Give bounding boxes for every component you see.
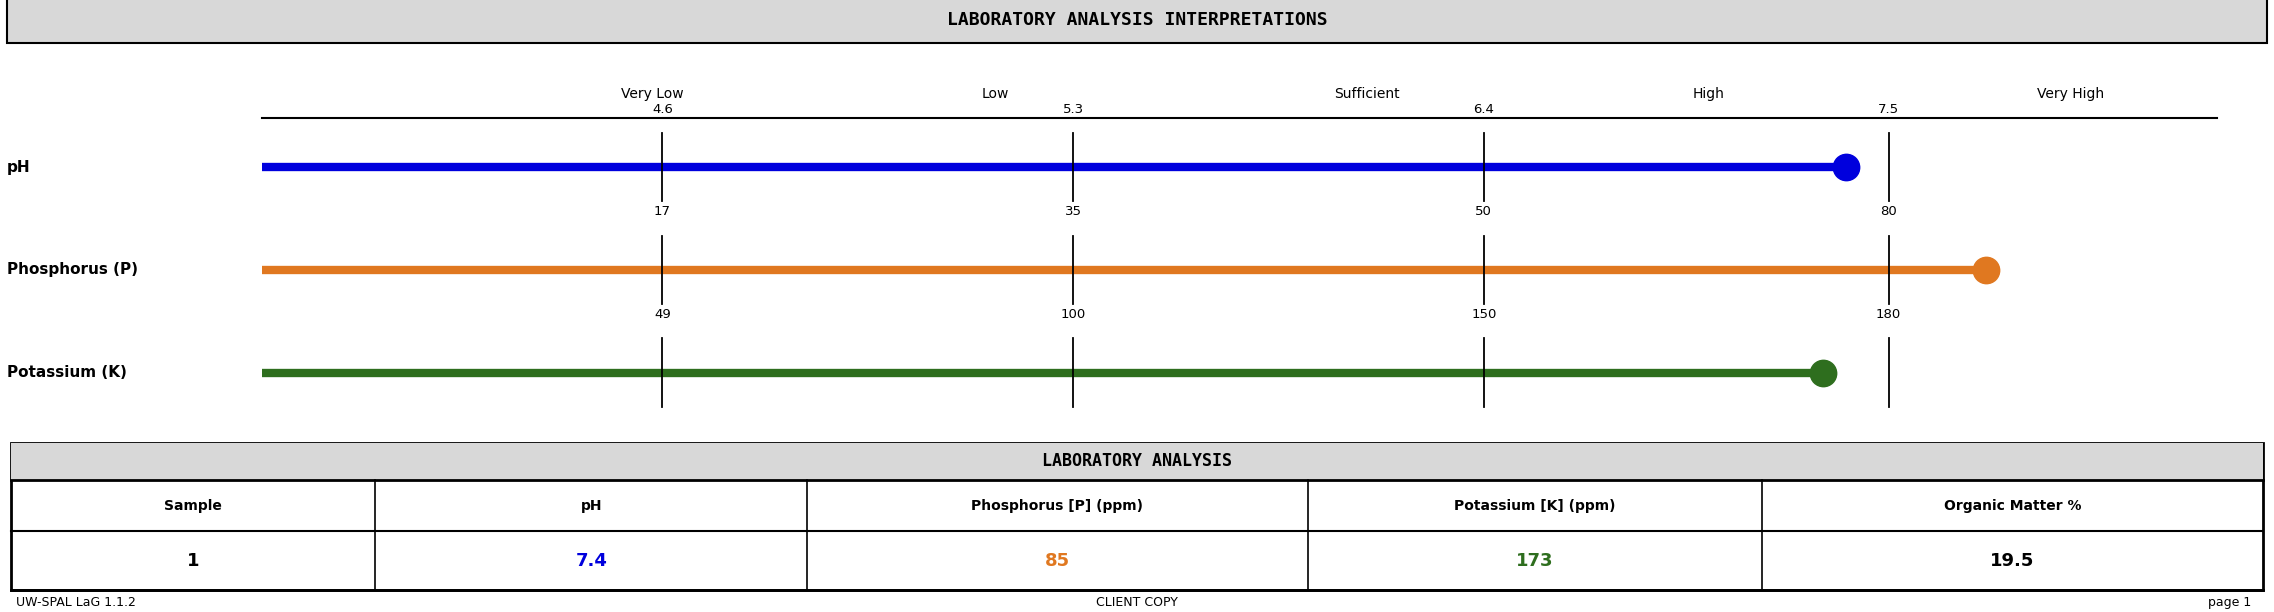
Text: Phosphorus (P): Phosphorus (P)	[7, 263, 139, 277]
Text: 4.6: 4.6	[653, 103, 673, 116]
Text: 6.4: 6.4	[1474, 103, 1494, 116]
Text: page 1: page 1	[2208, 596, 2251, 610]
Text: Sample: Sample	[164, 499, 223, 512]
Text: 150: 150	[1471, 308, 1496, 321]
Text: 5.3: 5.3	[1062, 103, 1085, 116]
Text: 7.5: 7.5	[1878, 103, 1899, 116]
Text: 50: 50	[1476, 206, 1492, 218]
Text: Potassium (K): Potassium (K)	[7, 365, 127, 380]
Text: 100: 100	[1060, 308, 1085, 321]
Text: LABORATORY ANALYSIS: LABORATORY ANALYSIS	[1041, 452, 1233, 471]
Bar	[11, 443, 2263, 480]
Text: High: High	[1692, 88, 1724, 101]
Text: 19.5: 19.5	[1990, 551, 2035, 570]
Text: UW-SPAL LaG 1.1.2: UW-SPAL LaG 1.1.2	[16, 596, 136, 610]
Text: 180: 180	[1876, 308, 1901, 321]
Bar	[7, 0, 2267, 43]
Text: Organic Matter %: Organic Matter %	[1944, 499, 2081, 512]
Text: 1: 1	[186, 551, 200, 570]
Text: 80: 80	[1881, 206, 1897, 218]
Text: 85: 85	[1044, 551, 1071, 570]
Text: 49: 49	[655, 308, 671, 321]
Text: 7.4: 7.4	[575, 551, 607, 570]
Text: 35: 35	[1064, 206, 1082, 218]
Text: Very Low: Very Low	[621, 88, 684, 101]
Text: CLIENT COPY: CLIENT COPY	[1096, 596, 1178, 610]
Text: Potassium [K] (ppm): Potassium [K] (ppm)	[1453, 499, 1617, 512]
Text: Sufficient: Sufficient	[1333, 88, 1399, 101]
Text: Phosphorus [P] (ppm): Phosphorus [P] (ppm)	[971, 499, 1144, 512]
Text: Very High: Very High	[2038, 88, 2103, 101]
Bar	[11, 443, 2263, 590]
Text: 173: 173	[1517, 551, 1553, 570]
Text: Low: Low	[980, 88, 1010, 101]
Text: pH: pH	[7, 160, 30, 174]
Text: 17: 17	[655, 206, 671, 218]
Text: LABORATORY ANALYSIS INTERPRETATIONS: LABORATORY ANALYSIS INTERPRETATIONS	[946, 12, 1328, 29]
Text: pH: pH	[580, 499, 603, 512]
